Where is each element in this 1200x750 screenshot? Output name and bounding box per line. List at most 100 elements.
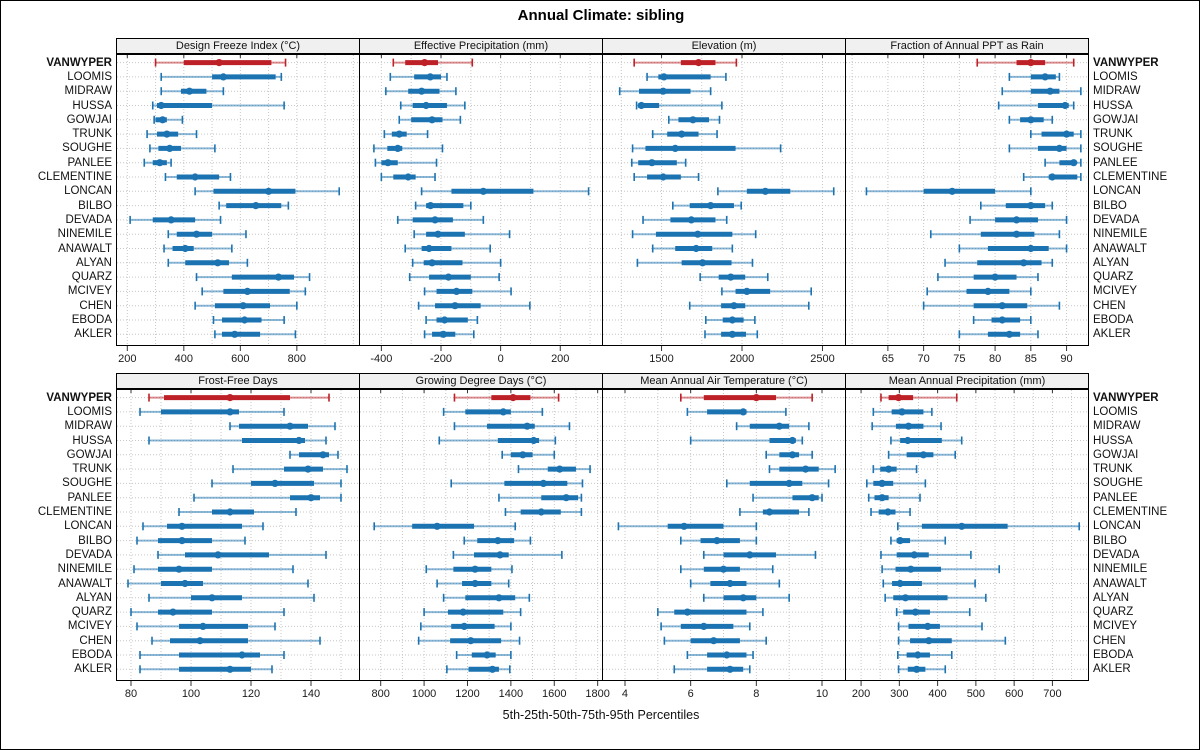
median-dot: [226, 408, 234, 416]
station-label-left-devada: DEVADA: [65, 548, 112, 561]
median-dot: [698, 259, 707, 267]
station-label-left-ninemile: NINEMILE: [57, 228, 112, 241]
axis-tick-label: 80: [124, 688, 138, 700]
median-dot: [178, 522, 186, 530]
median-dot: [727, 273, 735, 281]
station-label-right-eboda: EBODA: [1093, 649, 1134, 661]
axis-tick-label: 800: [371, 688, 390, 700]
median-dot: [404, 173, 412, 181]
station-label-left-mcivey: MCIVEY: [67, 285, 112, 298]
median-dot: [192, 230, 201, 238]
station-label-right-trunk: TRUNK: [1093, 463, 1133, 476]
axis-tick-label: 1400: [498, 688, 524, 700]
percentile-row-akler: [423, 330, 475, 339]
percentile-row-soughe: [149, 144, 216, 153]
percentile-row-gowjai: [501, 450, 556, 459]
station-label-right-devada: DEVADA: [1093, 548, 1140, 561]
percentile-row-akler: [704, 330, 759, 339]
percentile-row-quarz: [937, 273, 1039, 282]
panel-strip-fraction-of-annual-ppt-as-rain: Fraction of Annual PPT as Rain: [845, 38, 1089, 54]
station-label-right-loncan: LONCAN: [1093, 520, 1141, 533]
median-dot: [694, 59, 703, 67]
median-dot: [898, 408, 906, 416]
station-label-left-loncan: LONCAN: [64, 185, 112, 198]
median-dot: [459, 608, 467, 616]
percentile-row-bilbo: [136, 536, 246, 545]
percentile-row-akler: [897, 665, 947, 674]
station-label-right-loomis: LOOMIS: [1093, 70, 1138, 83]
median-dot: [925, 637, 933, 645]
percentile-row-vanwyper: [633, 58, 738, 67]
axis-tick-label: 4: [621, 688, 629, 700]
percentile-row-trunk: [517, 465, 591, 474]
median-dot: [439, 330, 447, 338]
percentile-row-devada: [129, 215, 222, 224]
station-label-right-eboda: EBODA: [1093, 314, 1134, 326]
station-label-left-panlee: PANLEE: [67, 491, 112, 504]
percentile-row-loomis: [686, 407, 787, 416]
axis-tick-label: 6: [687, 688, 694, 700]
panel-strip-design-freeze-index-c: Design Freeze Index (°C): [116, 38, 360, 54]
percentile-row-midraw: [871, 422, 942, 431]
station-label-left-mcivey: MCIVEY: [67, 620, 112, 633]
median-dot: [537, 508, 545, 516]
percentile-row-alyan: [167, 258, 249, 267]
median-dot: [998, 302, 1006, 310]
station-label-left-loomis: LOOMIS: [67, 405, 112, 418]
percentile-row-gowjai: [667, 115, 721, 124]
median-dot: [420, 59, 429, 67]
panel-strip-frost-free-days: Frost-Free Days: [116, 373, 360, 389]
percentile-row-eboda: [455, 651, 512, 659]
median-dot: [304, 465, 312, 473]
median-dot: [530, 436, 538, 445]
station-label-left-ninemile: NINEMILE: [57, 563, 112, 576]
median-dot: [467, 637, 475, 645]
percentile-row-eboda: [686, 651, 754, 659]
percentile-row-trunk: [146, 130, 198, 139]
median-dot: [884, 508, 892, 516]
axis-tick-label: 10: [815, 688, 829, 700]
percentile-row-mcivey: [201, 287, 307, 296]
median-dot: [680, 522, 688, 530]
percentile-row-anawalt: [882, 579, 976, 588]
percentile-row-anawalt: [958, 244, 1068, 253]
percentile-row-chen: [897, 636, 1007, 645]
median-dot: [775, 422, 783, 430]
median-dot: [495, 594, 503, 602]
percentile-row-loncan: [865, 187, 1032, 196]
median-dot: [692, 244, 700, 253]
median-dot: [671, 144, 679, 152]
percentile-row-panlee: [630, 158, 687, 167]
percentile-row-anawalt: [127, 579, 309, 588]
percentile-row-panlee: [752, 493, 823, 502]
median-dot: [726, 665, 734, 673]
median-dot: [307, 494, 315, 502]
median-dot: [1027, 202, 1035, 210]
median-dot: [226, 394, 234, 402]
station-label-left-vanwyper: VANWYPER: [46, 56, 112, 69]
percentile-row-trunk: [383, 130, 429, 139]
median-dot: [1005, 330, 1013, 338]
percentile-row-bilbo: [218, 201, 290, 210]
station-label-right-soughe: SOUGHE: [1093, 142, 1143, 155]
percentile-row-akler: [139, 665, 273, 674]
percentile-row-soughe: [373, 144, 444, 153]
station-label-right-chen: CHEN: [1093, 299, 1126, 312]
station-label-right-loncan: LONCAN: [1093, 185, 1141, 198]
panel-chart-effective-precipitation-mm: [359, 54, 603, 351]
percentile-row-gowjai: [398, 115, 462, 124]
median-dot: [1027, 116, 1035, 124]
median-dot: [479, 187, 487, 195]
panel-chart-design-freeze-index-c: [116, 54, 360, 351]
percentile-row-midraw: [229, 422, 336, 431]
median-dot: [539, 479, 548, 487]
median-dot: [739, 408, 747, 416]
panel-strip-effective-precipitation-mm: Effective Precipitation (mm): [359, 38, 603, 54]
percentile-row-ninemile: [413, 230, 511, 239]
station-label-right-akler: AKLER: [1093, 328, 1131, 341]
percentile-row-clementine: [870, 508, 911, 516]
percentile-row-akler: [446, 665, 511, 674]
median-dot: [169, 608, 177, 616]
panel-chart-mean-annual-precipitation-mm: [845, 389, 1089, 686]
median-dot: [911, 608, 920, 616]
